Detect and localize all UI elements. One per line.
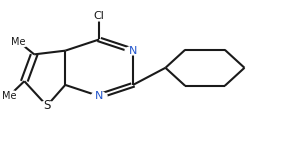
Circle shape xyxy=(125,46,141,55)
Circle shape xyxy=(91,92,107,100)
Circle shape xyxy=(0,90,20,102)
Text: N: N xyxy=(95,91,103,101)
Text: S: S xyxy=(43,99,51,112)
Text: N: N xyxy=(129,46,137,56)
Text: Cl: Cl xyxy=(94,11,105,21)
Circle shape xyxy=(8,36,30,47)
Text: Me: Me xyxy=(1,91,16,101)
Circle shape xyxy=(38,101,55,110)
Text: Me: Me xyxy=(11,37,26,47)
Circle shape xyxy=(89,10,109,21)
